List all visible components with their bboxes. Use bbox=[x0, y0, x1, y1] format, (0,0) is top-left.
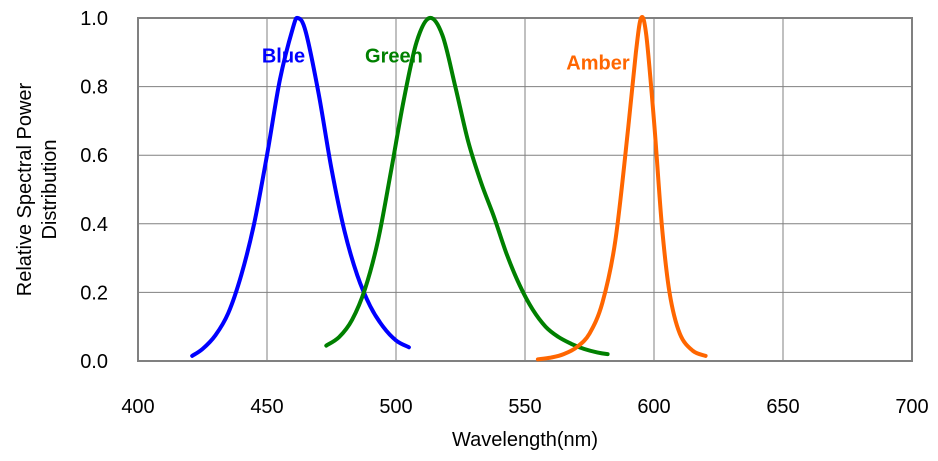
x-tick-label-600: 600 bbox=[637, 396, 670, 418]
y-axis-title: Relative Spectral Power Distribution bbox=[14, 82, 61, 296]
series-line-amber bbox=[535, 15, 708, 362]
y-axis-title-line-1: Relative Spectral Power bbox=[14, 82, 36, 296]
series-line-blue bbox=[190, 15, 411, 358]
series-annotations: Blue Green Amber bbox=[262, 46, 630, 75]
x-axis-tick-labels: 400 450 500 550 600 650 700 bbox=[121, 396, 928, 418]
y-axis-title-line-2: Distribution bbox=[39, 139, 61, 239]
series-label-blue: Blue bbox=[262, 46, 305, 68]
y-axis-tick-labels: 0.0 0.2 0.4 0.6 0.8 1.0 bbox=[80, 8, 108, 373]
grid-lines bbox=[137, 17, 913, 362]
y-tick-label-0.2: 0.2 bbox=[80, 282, 108, 304]
x-tick-label-550: 550 bbox=[508, 396, 541, 418]
x-tick-label-500: 500 bbox=[379, 396, 412, 418]
y-tick-label-0.6: 0.6 bbox=[80, 145, 108, 167]
series-label-amber: Amber bbox=[566, 53, 630, 75]
series-curves bbox=[190, 15, 708, 362]
y-tick-label-0.8: 0.8 bbox=[80, 77, 108, 99]
x-tick-label-650: 650 bbox=[766, 396, 799, 418]
plot-area-frame bbox=[137, 17, 913, 362]
x-tick-label-400: 400 bbox=[121, 396, 154, 418]
x-tick-label-450: 450 bbox=[250, 396, 283, 418]
series-label-green: Green bbox=[365, 46, 423, 68]
series-line-green bbox=[324, 15, 610, 357]
x-tick-label-700: 700 bbox=[895, 396, 928, 418]
y-tick-label-0.4: 0.4 bbox=[80, 214, 108, 236]
y-tick-label-1.0: 1.0 bbox=[80, 8, 108, 30]
y-tick-label-0.0: 0.0 bbox=[80, 351, 108, 373]
x-axis-title: Wavelength(nm) bbox=[452, 429, 598, 451]
